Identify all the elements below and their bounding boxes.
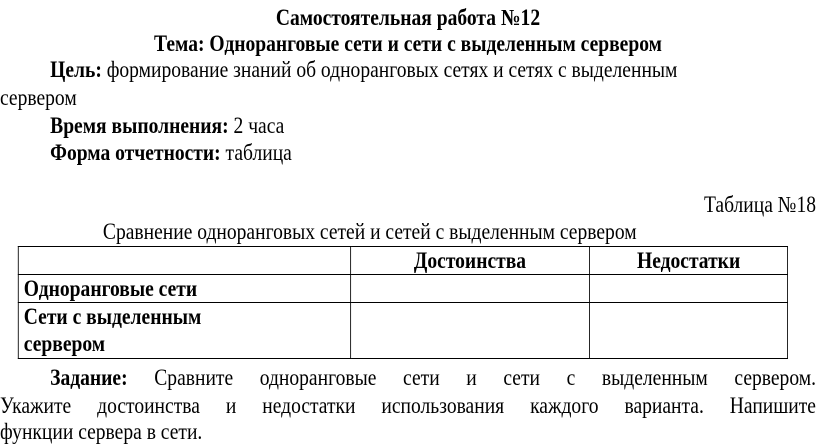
table-cell <box>349 302 591 359</box>
table-caption: Сравнение одноранговых сетей и сетей с в… <box>102 219 637 244</box>
table-cell <box>589 302 788 359</box>
table-row: Одноранговые сети <box>17 274 788 303</box>
task-line-3: функции сервера в сети. <box>0 419 203 444</box>
table-number: Таблица №18 <box>703 192 816 217</box>
table-header-row: Достоинства Недостатки <box>17 246 788 275</box>
time-line: Время выполнения: 2 часа <box>50 113 285 138</box>
report-line: Форма отчетности: таблица <box>50 140 292 165</box>
document-title: Самостоятельная работа №12 <box>275 5 541 30</box>
header-cell: Достоинства <box>349 246 591 275</box>
header-cell <box>17 246 351 275</box>
task-line-1: Задание: Сравните одноранговые сети и се… <box>50 365 816 390</box>
goal-line: Цель: формирование знаний об одноранговы… <box>50 57 678 82</box>
table-cell <box>589 274 788 303</box>
table-row: Сети с выделенным сервером <box>17 302 788 359</box>
goal-line-2: сервером <box>0 85 77 110</box>
topic-heading: Тема: Одноранговые сети и сети с выделен… <box>154 31 662 56</box>
table-cell <box>349 274 591 303</box>
task-line-2: Укажите достоинства и недостатки использ… <box>0 393 816 418</box>
row-label: Одноранговые сети <box>17 274 351 303</box>
comparison-table: Достоинства Недостатки Одноранговые сети… <box>17 246 788 359</box>
row-label: Сети с выделенным сервером <box>17 302 351 359</box>
header-cell: Недостатки <box>589 246 788 275</box>
